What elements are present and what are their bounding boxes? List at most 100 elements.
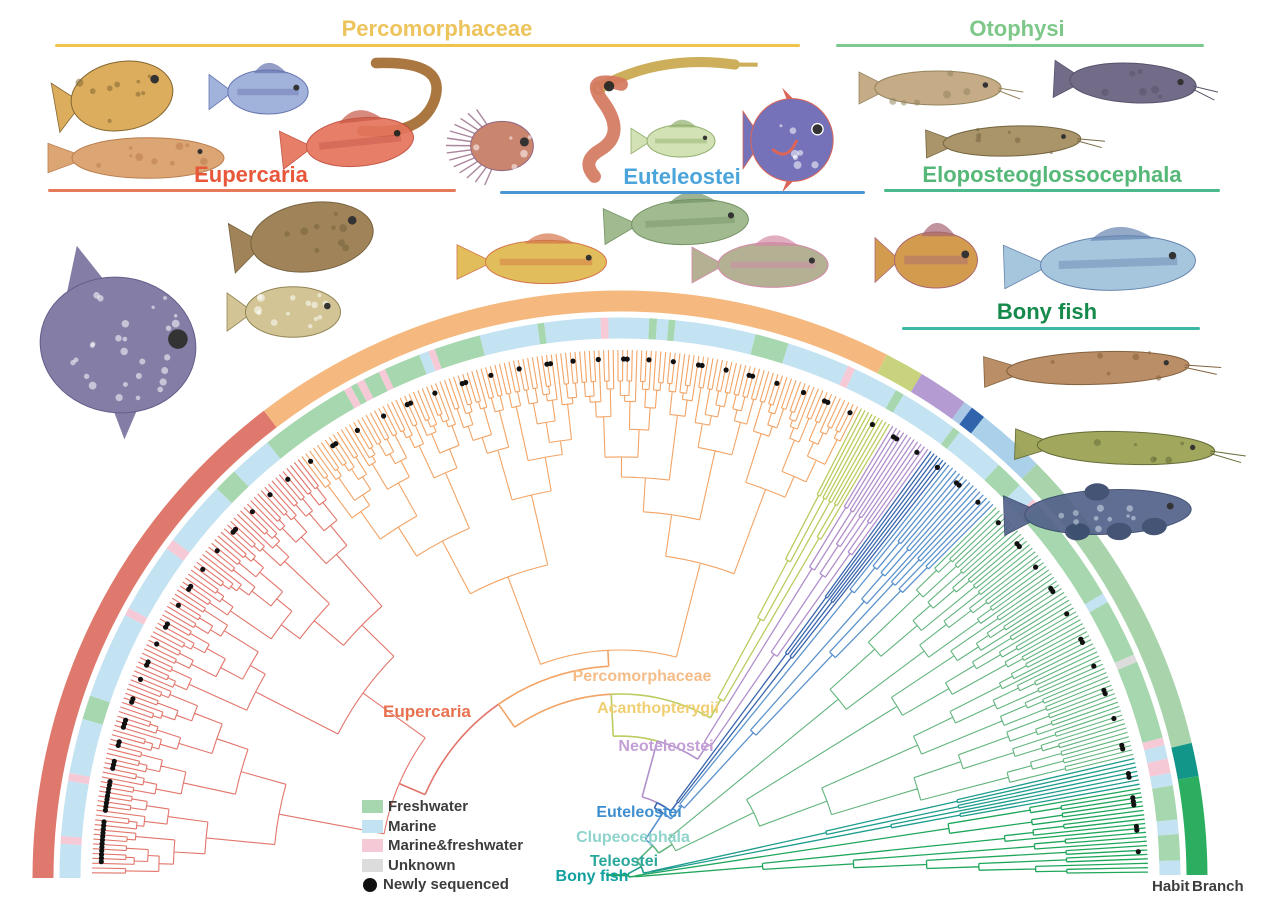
backbone-edge xyxy=(652,843,673,854)
marine-freshwater-swatch xyxy=(362,839,383,853)
habit-ring-segment xyxy=(69,718,103,777)
branch-ring-segment xyxy=(959,407,985,434)
habit-ring-segment xyxy=(419,351,436,375)
habit-ring-segment xyxy=(1152,785,1178,822)
fish-herring xyxy=(1002,226,1196,291)
habit-ring-segment xyxy=(82,695,110,725)
newly-sequenced-dot xyxy=(547,361,554,367)
backbone-edge xyxy=(657,740,709,760)
fish-medaka xyxy=(630,119,716,158)
backbone-edge xyxy=(497,693,612,728)
fish-coelacanth xyxy=(1002,483,1192,541)
clade-label-acanthopterygii: Acanthopterygii xyxy=(597,700,719,717)
habit-ring-segment xyxy=(892,394,954,445)
header-bony-fish: Bony fish xyxy=(996,299,1098,324)
branch-ring-label: Branch xyxy=(1192,878,1244,895)
unknown-swatch xyxy=(362,858,383,872)
newly-sequenced-dot xyxy=(432,390,438,396)
newly-sequenced-dot xyxy=(111,758,117,764)
backbone-edge xyxy=(653,802,664,814)
habit-ring-segment xyxy=(1114,654,1138,670)
legend-label: Unknown xyxy=(388,856,456,874)
legend-label: Marine xyxy=(388,817,437,835)
newly-sequenced-dot xyxy=(354,427,360,433)
newly-sequenced-dot xyxy=(1135,849,1141,855)
legend-item-marine: Marine xyxy=(362,817,523,837)
newly-sequenced-dot xyxy=(1134,827,1140,833)
habit-ring-segment xyxy=(216,471,249,504)
fish-rainbow-trout xyxy=(691,235,829,288)
newly-sequenced-dot xyxy=(723,367,729,373)
newly-sequenced-dot xyxy=(333,441,339,447)
habit-ring-segment xyxy=(479,323,541,356)
habit-ring-segment xyxy=(537,322,547,345)
habit-ring-segment xyxy=(428,349,442,372)
clade-label-euteleostei: Euteleostei xyxy=(596,804,682,821)
habit-ring-segment xyxy=(1157,833,1181,862)
clade-label-clupeocephala: Clupeocephala xyxy=(576,829,690,846)
newly-sequenced-dot xyxy=(934,464,941,470)
header-underline-otophysi xyxy=(836,44,1204,47)
header-percomorphaceae: Percomorphaceae xyxy=(341,16,533,41)
newly-sequenced-dot xyxy=(1050,588,1056,595)
newly-sequenced-dot xyxy=(516,366,522,372)
newly-sequenced-dot xyxy=(1064,611,1070,617)
backbone-edge xyxy=(644,812,664,847)
habit-ring-segment xyxy=(1084,593,1108,613)
fish-bichir xyxy=(1014,428,1246,466)
newly-sequenced-dot xyxy=(1079,639,1085,646)
newly-sequenced-dot xyxy=(624,356,630,362)
branch-ring-segment xyxy=(910,373,965,420)
newly-sequenced-dot xyxy=(1016,543,1022,550)
tree-clade-percomorphaceae xyxy=(301,349,859,665)
newly-sequenced-dot xyxy=(869,421,876,428)
habit-ring-segment xyxy=(378,369,394,392)
fish-monkfish xyxy=(227,201,374,274)
newly-sequenced-dot xyxy=(175,602,181,608)
branch-ring-segment xyxy=(952,402,972,425)
newly-sequenced-dot xyxy=(98,851,105,858)
habit-ring-segment xyxy=(61,780,89,838)
habit-ring-label: Habit xyxy=(1152,878,1190,895)
newly-sequenced-dot xyxy=(130,696,136,702)
fish-ocean-sunfish xyxy=(39,245,197,440)
tree-clade-euteleostei-dark xyxy=(676,451,947,804)
habit-ring-segment xyxy=(940,427,960,449)
newly-sequenced-dot xyxy=(894,436,900,442)
newly-sequenced-dot xyxy=(101,819,107,825)
legend-label: Freshwater xyxy=(388,798,469,816)
clade-label-neoteleostei: Neoteleostei xyxy=(618,738,714,755)
branch-ring-segment xyxy=(971,416,1037,479)
fish-golden-trout xyxy=(456,233,608,285)
legend-item-freshwater: Freshwater xyxy=(362,797,523,817)
fish-bullhead-catfish xyxy=(858,70,1024,106)
fish-banded-loach xyxy=(925,125,1105,159)
newly-sequenced-dot xyxy=(200,566,206,572)
backbone-edge xyxy=(610,694,658,742)
branch-ring-segment xyxy=(1171,742,1199,780)
habit-ring-segment xyxy=(608,317,650,340)
tree-clade-acanthopterygii-extra xyxy=(717,408,890,702)
habit-ring-segment xyxy=(344,386,361,409)
tree-clade-eupercaria xyxy=(91,459,426,874)
newly-sequenced-dot xyxy=(1033,564,1039,570)
habit-ring-segment xyxy=(782,343,848,386)
tree-clade-euteleostei-light xyxy=(679,464,994,809)
fish-lionfish xyxy=(445,109,534,186)
newly-sequenced-dot xyxy=(488,372,494,378)
fish-seahorse xyxy=(582,75,628,183)
clade-label-bony-fish-root: Bony fish xyxy=(555,868,629,885)
tree-clade-teleostei-basal xyxy=(650,757,1140,873)
newly-sequenced-dot xyxy=(1111,715,1117,722)
newly-sequenced-dot xyxy=(1120,746,1126,752)
newly-sequenced-dot xyxy=(774,380,780,386)
newly-sequenced-dot xyxy=(750,373,756,379)
fish-opah xyxy=(742,87,834,193)
legend-label: Marine&freshwater xyxy=(388,837,524,855)
habit-ring-segment xyxy=(68,773,91,785)
habit-ring-segment xyxy=(60,836,82,846)
habit-ring-segment xyxy=(1156,819,1179,836)
habit-ring-segment xyxy=(750,334,789,364)
habit-ring-segment xyxy=(234,442,281,487)
